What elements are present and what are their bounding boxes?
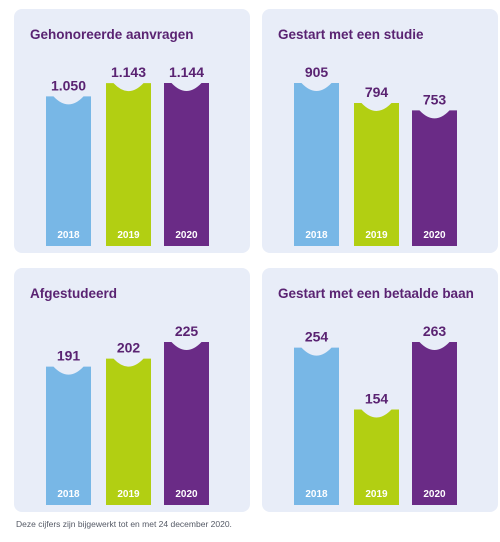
year-label-2020: 2020 — [175, 489, 198, 500]
bar-2019 — [106, 358, 151, 505]
value-label-2018: 191 — [57, 348, 81, 364]
value-label-2018: 1.050 — [51, 77, 86, 93]
year-label-2018: 2018 — [305, 230, 328, 241]
year-label-2020: 2020 — [423, 489, 446, 500]
value-label-2019: 794 — [365, 84, 389, 100]
chart-panel-1: Gehonoreerde aanvragen 1.050 2018 1.143 201… — [14, 9, 250, 253]
value-label-2019: 154 — [365, 391, 389, 407]
year-label-2018: 2018 — [57, 489, 80, 500]
bar-chart-afgestudeerd: 191 2018 202 2019 225 2020 — [46, 323, 209, 505]
bar-2019 — [354, 102, 399, 246]
footnote: Deze cijfers zijn bijgewerkt tot en met … — [16, 519, 232, 529]
chart-title: Gestart met een betaalde baan — [278, 286, 474, 301]
value-label-2020: 1.144 — [169, 64, 204, 80]
year-label-2019: 2019 — [117, 230, 140, 241]
chart-panel-2: Gestart met een studie 905 2018 794 2019 753… — [262, 9, 498, 253]
bar-2018 — [294, 83, 339, 246]
bar-chart-gehonoreerde-aanvragen: 1.050 2018 1.143 2019 1.144 2020 — [46, 64, 209, 246]
chart-title: Gestart met een studie — [278, 27, 424, 42]
bar-2020 — [164, 83, 209, 246]
year-label-2018: 2018 — [57, 230, 80, 241]
value-label-2020: 753 — [423, 91, 447, 107]
year-label-2020: 2020 — [423, 230, 446, 241]
year-label-2019: 2019 — [117, 489, 140, 500]
bar-2018 — [294, 347, 339, 505]
year-label-2018: 2018 — [305, 489, 328, 500]
bar-2020 — [412, 110, 457, 246]
bar-2018 — [46, 366, 91, 505]
value-label-2020: 225 — [175, 323, 199, 339]
value-label-2020: 263 — [423, 323, 447, 339]
value-label-2019: 202 — [117, 340, 141, 356]
year-label-2019: 2019 — [365, 230, 388, 241]
chart-title: Gehonoreerde aanvragen — [30, 27, 194, 42]
chart-title: Afgestudeerd — [30, 286, 118, 301]
value-label-2018: 254 — [305, 329, 329, 345]
value-label-2018: 905 — [305, 64, 329, 80]
bar-2020 — [164, 342, 209, 505]
bar-2019 — [354, 409, 399, 505]
bar-chart-gestart-met-een-studie: 905 2018 794 2019 753 2020 — [294, 64, 457, 246]
year-label-2019: 2019 — [365, 489, 388, 500]
chart-panel-3: Afgestudeerd 191 2018 202 2019 225 2020 — [14, 268, 250, 512]
bar-2020 — [412, 342, 457, 505]
value-label-2019: 1.143 — [111, 64, 146, 80]
bar-2019 — [106, 83, 151, 246]
chart-panel-4: Gestart met een betaalde baan 254 2018 154… — [262, 268, 498, 512]
bar-chart-gestart-met-een-betaalde-baan: 254 2018 154 2019 263 2020 — [294, 323, 457, 505]
year-label-2020: 2020 — [175, 230, 198, 241]
bar-2018 — [46, 96, 91, 246]
